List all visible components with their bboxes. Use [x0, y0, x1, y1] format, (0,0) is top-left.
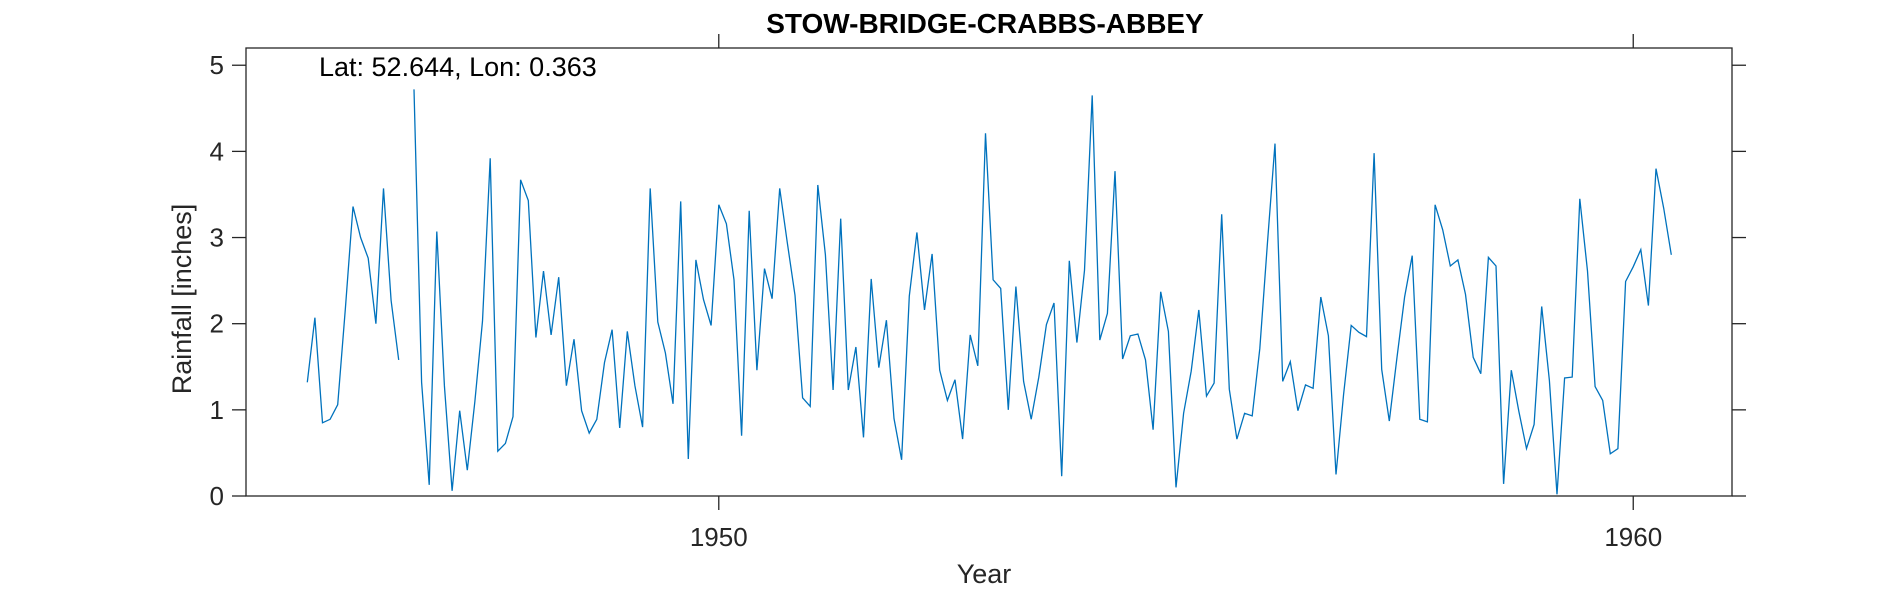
axis-tick-labels: 0 1 2 3 4 5 1950 1960 — [210, 50, 1663, 552]
plot-axes — [245, 47, 1733, 497]
y-tick-label: 1 — [210, 395, 224, 425]
axis-ticks — [232, 34, 1746, 510]
x-axis-label: Year — [957, 559, 1012, 589]
y-tick-label: 3 — [210, 223, 224, 253]
x-tick-label: 1950 — [690, 522, 748, 552]
station-coordinates-annotation: Lat: 52.644, Lon: 0.363 — [319, 52, 597, 82]
y-tick-label: 0 — [210, 481, 224, 511]
y-tick-label: 5 — [210, 50, 224, 80]
series-layer — [306, 89, 1672, 495]
y-axis-label: Rainfall [inches] — [167, 204, 197, 395]
x-tick-label: 1960 — [1604, 522, 1662, 552]
plot-area-border — [245, 47, 1733, 497]
y-tick-label: 2 — [210, 309, 224, 339]
chart-title: STOW-BRIDGE-CRABBS-ABBEY — [766, 8, 1204, 39]
y-tick-label: 4 — [210, 136, 224, 166]
rainfall-series-line — [306, 89, 1672, 495]
